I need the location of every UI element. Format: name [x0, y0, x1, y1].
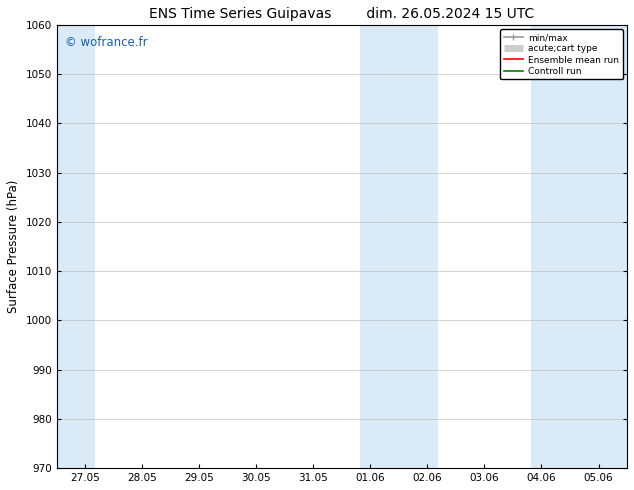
Y-axis label: Surface Pressure (hPa): Surface Pressure (hPa) [7, 180, 20, 313]
Legend: min/max, acute;cart type, Ensemble mean run, Controll run: min/max, acute;cart type, Ensemble mean … [500, 29, 623, 79]
Title: ENS Time Series Guipavas        dim. 26.05.2024 15 UTC: ENS Time Series Guipavas dim. 26.05.2024… [149, 7, 534, 21]
Bar [531, 25, 627, 468]
Bar [56, 25, 95, 468]
Text: © wofrance.fr: © wofrance.fr [65, 36, 148, 49]
Bar [360, 25, 437, 468]
